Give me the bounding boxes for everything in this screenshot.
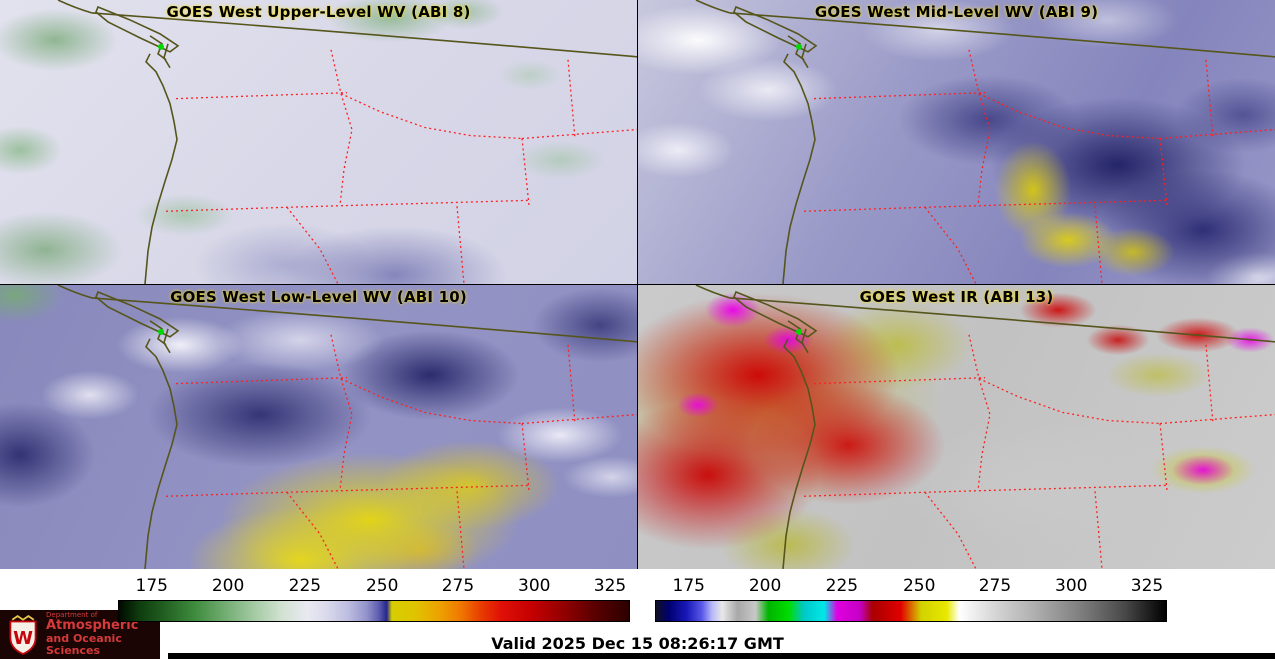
map-borders-overlay <box>695 0 1275 284</box>
panel-title: GOES West IR (ABI 13) <box>859 288 1054 306</box>
tick-label: 300 <box>1055 576 1088 596</box>
panel-title: GOES West Low-Level WV (ABI 10) <box>170 288 467 306</box>
tick-label: 325 <box>593 576 627 596</box>
uw-crest-icon: W <box>9 614 37 655</box>
ir-colorbar <box>655 600 1167 622</box>
tick-label: 200 <box>211 576 245 596</box>
ir-colorbar-ticks: 175 200 225 250 275 300 325 <box>655 576 1167 598</box>
panel-ir: GOES West IR (ABI 13) <box>638 285 1275 569</box>
crest-letter: W <box>13 628 33 649</box>
logo-department-line: Department of <box>46 610 98 619</box>
map-borders-overlay <box>695 285 1275 569</box>
tick-label: 175 <box>135 576 169 596</box>
logo-text: Department of Atmospheric and Oceanic Sc… <box>46 610 155 658</box>
panel-low-level-wv: GOES West Low-Level WV (ABI 10) <box>0 285 637 569</box>
tick-label: 325 <box>1130 576 1164 596</box>
tick-label: 250 <box>902 576 936 596</box>
panel-mid-level-wv: GOES West Mid-Level WV (ABI 9) <box>638 0 1275 284</box>
map-borders-overlay <box>57 0 637 284</box>
wv-colorbar <box>118 600 630 622</box>
valid-time-label: Valid 2025 Dec 15 08:26:17 GMT <box>491 634 784 653</box>
logo-name-line2: and Oceanic Sciences <box>46 632 122 658</box>
panel-grid: GOES West Upper-Level WV (ABI 8) GOES We… <box>0 0 1275 569</box>
map-borders-overlay <box>57 285 637 569</box>
tick-label: 275 <box>441 576 475 596</box>
tick-label: 225 <box>825 576 859 596</box>
footer-strip <box>168 653 1275 659</box>
tick-label: 250 <box>365 576 399 596</box>
panel-title: GOES West Mid-Level WV (ABI 9) <box>814 3 1099 21</box>
tick-label: 200 <box>748 576 782 596</box>
tick-label: 300 <box>518 576 551 596</box>
panel-upper-level-wv: GOES West Upper-Level WV (ABI 8) <box>0 0 637 284</box>
tick-label: 175 <box>672 576 706 596</box>
tick-label: 275 <box>978 576 1012 596</box>
panel-title: GOES West Upper-Level WV (ABI 8) <box>166 3 471 21</box>
wv-colorbar-ticks: 175 200 225 250 275 300 325 <box>118 576 630 598</box>
tick-label: 225 <box>288 576 322 596</box>
logo-name-line1: Atmospheric <box>46 618 139 634</box>
